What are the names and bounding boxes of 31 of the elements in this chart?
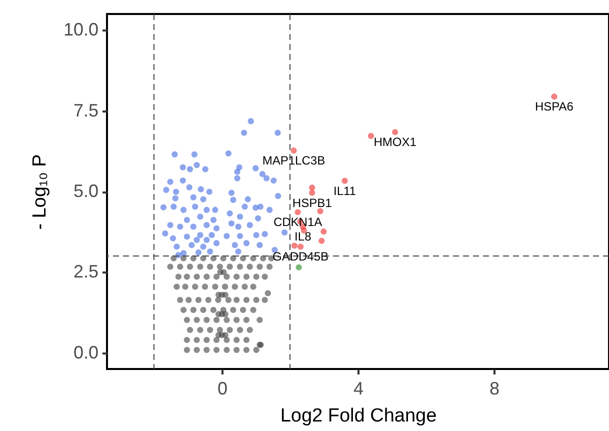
x-tick-label: 0 (217, 378, 228, 398)
point (296, 264, 302, 270)
annotation: MAP1LC3B (262, 154, 326, 168)
y-tick-label: 5.0 (73, 181, 98, 201)
point (290, 147, 297, 154)
x-axis-title: Log2 Fold Change (280, 406, 437, 426)
point (294, 209, 301, 216)
point (291, 242, 298, 249)
y-tick-label: 0.0 (73, 342, 98, 362)
annotation: HSPB1 (292, 196, 332, 210)
x-tick-label: 8 (490, 378, 500, 398)
annotation: HSPA6 (535, 100, 574, 114)
point (309, 184, 316, 191)
x-tick-label: 4 (353, 378, 364, 398)
annotation: IL11 (334, 184, 356, 198)
y-tick-label: 7.5 (73, 100, 98, 120)
y-axis-title: - Log₁₀ P (29, 154, 50, 230)
point (297, 244, 304, 250)
point (342, 178, 348, 184)
annotation: HMOX1 (374, 135, 417, 150)
annotation: CDKN1A (273, 215, 322, 230)
point (318, 238, 325, 244)
point (309, 190, 316, 196)
annotation: IL8 (294, 230, 312, 244)
point (320, 228, 327, 235)
y-tick-label: 2.5 (73, 262, 98, 282)
point (392, 129, 398, 136)
point (317, 208, 324, 214)
point (551, 94, 558, 100)
point (368, 132, 374, 140)
y-tick-label: 10.0 (63, 20, 98, 40)
